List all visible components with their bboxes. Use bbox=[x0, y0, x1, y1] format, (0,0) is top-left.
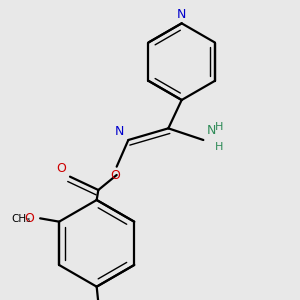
Text: H: H bbox=[215, 142, 224, 152]
Text: N: N bbox=[177, 8, 186, 21]
Text: CH₃: CH₃ bbox=[12, 214, 31, 224]
Text: N: N bbox=[115, 125, 124, 138]
Text: N: N bbox=[207, 124, 216, 137]
Text: O: O bbox=[24, 212, 34, 225]
Text: H: H bbox=[215, 122, 224, 132]
Text: O: O bbox=[56, 162, 66, 175]
Text: O: O bbox=[110, 169, 120, 182]
